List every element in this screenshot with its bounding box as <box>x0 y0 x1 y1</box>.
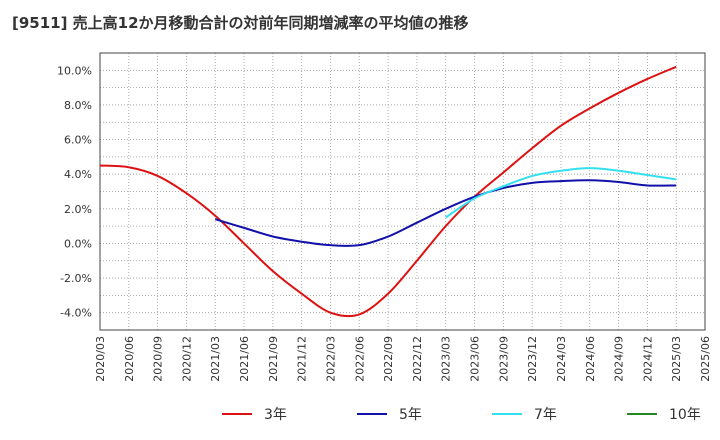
x-tick-label: 2025/03 <box>670 336 683 382</box>
plot-frame <box>99 52 706 331</box>
x-tick-label: 2022/03 <box>324 336 337 382</box>
x-tick-label: 2021/06 <box>238 336 251 382</box>
series-line-2 <box>214 179 677 247</box>
legend-label-2: 5年 <box>399 407 422 423</box>
y-tick-label: 4.0% <box>64 168 92 181</box>
x-tick-label: 2023/12 <box>526 336 539 382</box>
x-tick-label: 2022/09 <box>382 336 395 382</box>
legend-label-3: 7年 <box>534 407 557 423</box>
y-tick-label: 8.0% <box>64 99 92 112</box>
x-tick-label: 2024/03 <box>555 336 568 382</box>
x-tick-label: 2025/06 <box>699 336 712 382</box>
y-tick-label: 0.0% <box>64 237 92 250</box>
y-tick-label: -2.0% <box>60 272 92 285</box>
x-tick-label: 2023/03 <box>440 336 453 382</box>
x-tick-label: 2021/12 <box>296 336 309 382</box>
series-line-3 <box>445 167 677 219</box>
y-tick-label: 2.0% <box>64 203 92 216</box>
grid-layer <box>100 53 705 330</box>
y-tick-label: -4.0% <box>60 307 92 320</box>
legend-label-1: 3年 <box>264 407 287 423</box>
legend-label-4: 10年 <box>669 407 701 423</box>
y-tick-label: 6.0% <box>64 134 92 147</box>
x-tick-label: 2023/09 <box>497 336 510 382</box>
axis-layer: 10.0% 8.0% 6.0% 4.0% 2.0% 0.0% -2.0% -4.0% 2020/… <box>57 52 712 382</box>
x-tick-label: 2020/09 <box>152 336 165 382</box>
x-tick-label: 2024/06 <box>584 336 597 382</box>
x-tick-label: 2021/03 <box>209 336 222 382</box>
series-layer <box>99 65 677 318</box>
x-tick-label: 2021/09 <box>267 336 280 382</box>
x-tick-label: 2024/09 <box>613 336 626 382</box>
chart-title: [9511] 売上高12か月移動合計の対前年同期増減率の平均値の推移 <box>12 14 469 32</box>
x-tick-label: 2023/06 <box>469 336 482 382</box>
y-tick-label: 10.0% <box>57 64 92 77</box>
x-tick-label: 2022/06 <box>353 336 366 382</box>
series-line-1 <box>99 65 677 318</box>
x-tick-label: 2024/12 <box>641 336 654 382</box>
legend: 3年 5年 7年 10年 <box>222 407 701 423</box>
x-tick-label: 2020/06 <box>123 336 136 382</box>
x-tick-label: 2020/12 <box>180 336 193 382</box>
x-tick-label: 2022/12 <box>411 336 424 382</box>
x-tick-label: 2020/03 <box>94 336 107 382</box>
